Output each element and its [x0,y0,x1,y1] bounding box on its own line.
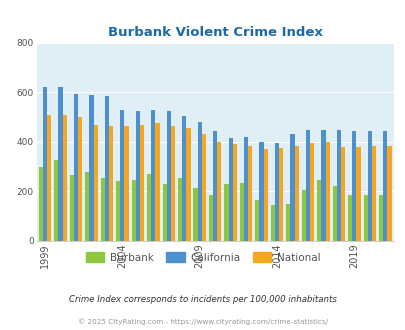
Bar [305,129,309,241]
Bar [47,115,51,241]
Bar [232,145,237,241]
Bar [224,184,228,241]
Bar [89,95,93,241]
Text: Crime Index corresponds to incidents per 100,000 inhabitants: Crime Index corresponds to incidents per… [69,295,336,304]
Bar [301,190,305,241]
Bar [371,146,375,241]
Bar [78,117,82,241]
Bar [352,131,356,241]
Bar [155,123,159,241]
Bar [367,131,371,241]
Bar [294,146,298,241]
Bar [286,204,290,241]
Bar [228,138,232,241]
Bar [193,188,197,241]
Bar [109,126,113,241]
Title: Burbank Violent Crime Index: Burbank Violent Crime Index [107,26,322,39]
Bar [217,142,221,241]
Bar [151,110,155,241]
Bar [39,167,43,241]
Bar [54,160,58,241]
Bar [104,96,109,241]
Bar [378,195,382,241]
Bar [100,178,104,241]
Bar [166,111,171,241]
Bar [332,186,336,241]
Bar [140,124,144,241]
Bar [124,126,128,241]
Bar [213,131,217,241]
Bar [347,195,352,241]
Bar [85,172,89,241]
Bar [263,149,267,241]
Bar [274,143,279,241]
Bar [201,135,205,241]
Bar [162,184,166,241]
Bar [58,87,62,241]
Bar [279,148,283,241]
Bar [356,147,360,241]
Bar [177,178,182,241]
Bar [70,175,74,241]
Bar [186,128,190,241]
Bar [209,195,213,241]
Bar [147,174,151,241]
Bar [247,146,252,241]
Bar [382,131,386,241]
Bar [255,200,259,241]
Bar [135,111,140,241]
Bar [182,116,186,241]
Bar [62,115,66,241]
Legend: Burbank, California, National: Burbank, California, National [81,248,324,267]
Bar [120,110,124,241]
Bar [239,183,243,241]
Bar [74,94,78,241]
Bar [197,122,201,241]
Bar [363,195,367,241]
Bar [243,137,247,241]
Bar [259,142,263,241]
Text: © 2025 CityRating.com - https://www.cityrating.com/crime-statistics/: © 2025 CityRating.com - https://www.city… [78,318,327,325]
Bar [321,129,325,241]
Bar [43,87,47,241]
Bar [93,124,98,241]
Bar [316,180,321,241]
Bar [309,143,313,241]
Bar [171,126,175,241]
Bar [270,205,274,241]
Bar [325,142,329,241]
Bar [290,135,294,241]
Bar [340,147,344,241]
Bar [336,129,340,241]
Bar [116,182,120,241]
Bar [386,146,390,241]
Bar [131,180,135,241]
